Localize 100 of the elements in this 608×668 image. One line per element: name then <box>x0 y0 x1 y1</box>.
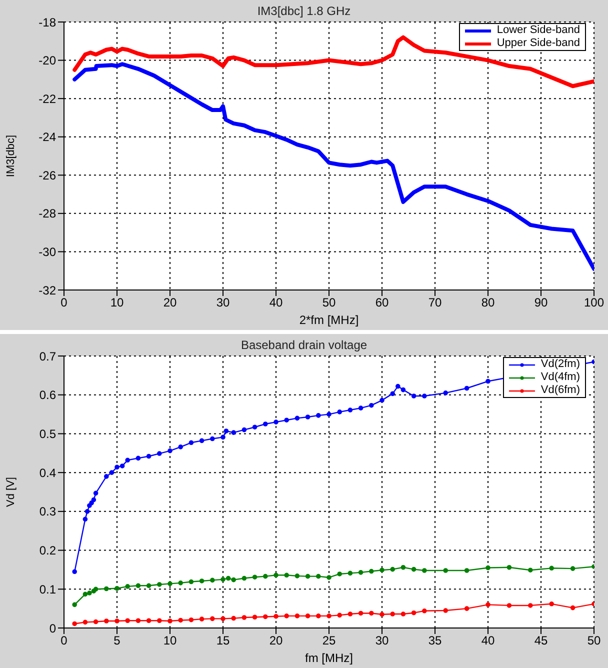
point <box>400 387 406 392</box>
y-tick-label: 0.6 <box>39 388 56 402</box>
x-tick-label: 90 <box>534 296 548 310</box>
legend-label: Vd(6fm) <box>540 384 580 397</box>
point <box>380 612 384 617</box>
chart-title: Baseband drain voltage <box>240 338 368 352</box>
y-tick-label: -28 <box>38 206 56 221</box>
point <box>305 414 310 420</box>
point <box>305 574 310 579</box>
y-axis-title: IM3[dbc] <box>4 134 17 178</box>
legend-label: Vd(2fm) <box>540 358 580 371</box>
point <box>252 614 258 620</box>
line-series <box>72 62 594 271</box>
point <box>125 584 130 589</box>
point <box>157 582 162 587</box>
point <box>380 398 384 403</box>
line-series <box>72 35 594 88</box>
x-axis-title: fm [MHz] <box>305 651 353 665</box>
point <box>136 618 141 624</box>
point <box>146 618 152 624</box>
point <box>93 619 98 624</box>
point <box>104 586 109 592</box>
point <box>146 583 152 588</box>
point <box>104 618 109 624</box>
chart-title: IM3[dbc] 1.8 GHz <box>257 4 351 18</box>
point <box>358 610 364 616</box>
point <box>120 464 125 468</box>
point <box>231 430 236 435</box>
point <box>220 577 226 582</box>
point <box>422 394 427 398</box>
x-tick-label: 30 <box>216 296 230 310</box>
x-tick-label: 15 <box>216 634 230 648</box>
point <box>72 569 77 574</box>
point <box>252 574 258 580</box>
point <box>486 565 490 570</box>
point <box>109 470 114 475</box>
point <box>157 618 162 624</box>
legend-label: Upper Side-band <box>496 37 580 50</box>
y-tick-label: 0.4 <box>39 466 56 480</box>
point <box>274 420 278 424</box>
y-tick-label: -24 <box>38 130 56 144</box>
x-tick-label: 0 <box>60 296 68 310</box>
point <box>369 568 374 574</box>
point <box>210 436 215 442</box>
point <box>168 581 172 586</box>
point <box>337 410 342 414</box>
point <box>242 615 247 620</box>
point <box>263 422 268 426</box>
point <box>400 564 406 570</box>
point <box>188 440 194 446</box>
point <box>178 444 183 450</box>
point <box>294 614 300 618</box>
point <box>294 416 300 421</box>
point <box>348 612 353 616</box>
point <box>337 612 342 618</box>
point <box>178 618 183 623</box>
point <box>72 621 77 626</box>
point <box>528 568 533 573</box>
point <box>82 620 88 625</box>
point <box>294 574 300 578</box>
point <box>443 568 448 573</box>
point <box>400 612 406 616</box>
point <box>549 602 554 606</box>
x-tick-label: 5 <box>114 634 121 648</box>
point <box>486 602 490 608</box>
point <box>316 574 321 579</box>
y-tick-label: 0.7 <box>39 349 56 364</box>
point <box>82 592 88 597</box>
y-tick-label: -32 <box>38 283 56 298</box>
point <box>114 586 120 591</box>
point <box>316 413 321 418</box>
point <box>114 618 120 624</box>
point <box>168 448 172 454</box>
point <box>188 579 194 584</box>
point <box>210 616 215 622</box>
point <box>220 434 226 440</box>
point <box>326 575 332 580</box>
x-tick-label: 100 <box>584 296 604 310</box>
point <box>390 612 395 616</box>
point <box>242 427 247 432</box>
point <box>506 603 512 608</box>
y-tick-label: -30 <box>38 244 56 259</box>
x-tick-label: 60 <box>375 296 389 310</box>
x-tick-label: 50 <box>587 634 601 648</box>
point <box>284 572 289 578</box>
point <box>199 578 204 584</box>
point <box>390 391 395 396</box>
y-tick-label: 0.1 <box>39 582 56 596</box>
y-tick-label: -18 <box>38 15 56 30</box>
point <box>464 568 470 573</box>
point <box>369 610 374 616</box>
point <box>396 384 400 389</box>
y-tick-label: 0.2 <box>39 544 56 558</box>
x-tick-label: 20 <box>269 634 283 648</box>
x-tick-label: 50 <box>322 296 336 310</box>
point <box>380 568 384 573</box>
point <box>263 614 268 620</box>
y-tick-label: -20 <box>38 54 56 68</box>
x-tick-label: 25 <box>322 634 336 648</box>
point <box>326 614 332 618</box>
